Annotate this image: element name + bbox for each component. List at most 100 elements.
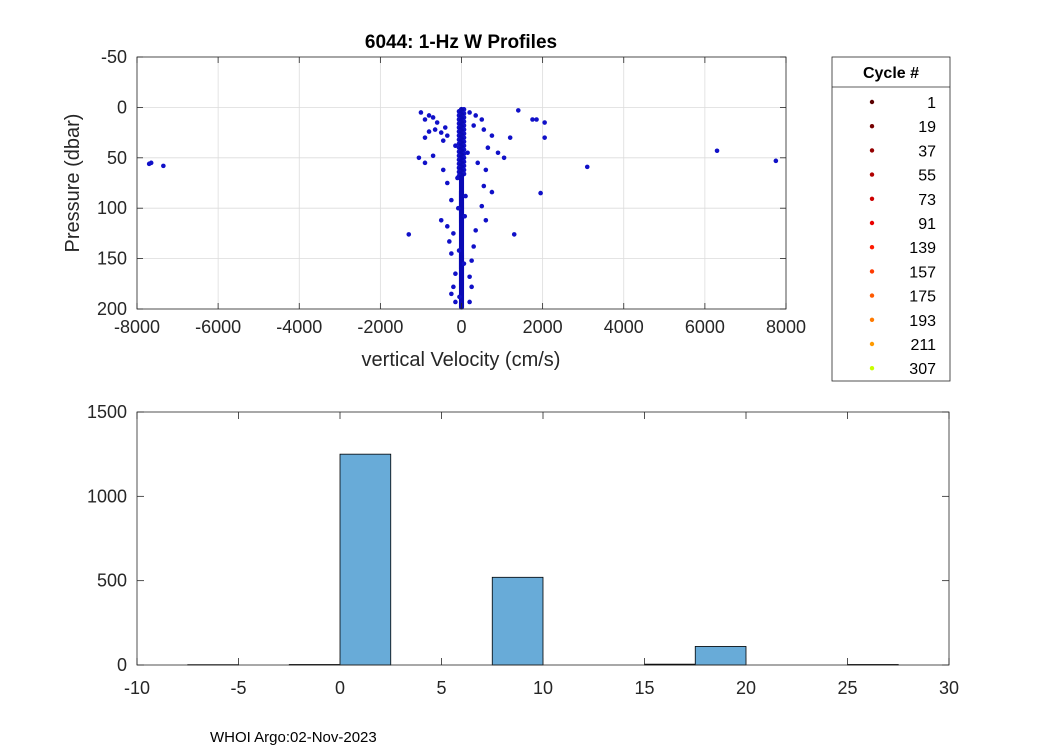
data-point <box>422 117 428 122</box>
legend-marker <box>869 220 875 226</box>
legend-marker <box>869 148 875 153</box>
data-point <box>455 205 461 211</box>
legend-item: 175 <box>869 289 936 306</box>
data-point <box>483 217 489 223</box>
chart-title: 6044: 1-Hz W Profiles <box>365 32 557 53</box>
x-tick-label: 10 <box>533 678 553 698</box>
data-point <box>485 145 491 151</box>
legend-marker <box>869 196 875 201</box>
data-point <box>471 244 476 249</box>
data-point <box>442 125 448 130</box>
legend-marker <box>869 293 875 298</box>
legend-item: 19 <box>869 119 936 136</box>
x-tick-label: -10 <box>124 678 150 698</box>
scatter-plot: -8000 -6000 -4000 -2000 0 2000 4000 6000 8000-50… <box>62 32 806 371</box>
data-point <box>416 155 422 161</box>
data-point <box>473 113 478 118</box>
data-point <box>440 138 446 143</box>
x-tick-label: -5 <box>230 678 246 698</box>
data-point <box>511 232 517 237</box>
histogram-bars <box>187 453 899 666</box>
x-axis-label: vertical Velocity (cm/s) <box>362 349 561 371</box>
y-tick-label: 500 <box>97 571 127 591</box>
x-tick-label: 2000 <box>523 317 563 337</box>
x-tick-label: -4000 <box>276 317 322 337</box>
x-tick-label: 8000 <box>766 317 806 337</box>
data-point <box>449 251 454 256</box>
data-point <box>471 123 476 128</box>
data-point <box>449 291 454 297</box>
legend-marker <box>869 341 875 347</box>
data-point <box>773 158 779 164</box>
y-tick-label: 150 <box>97 249 127 269</box>
data-point <box>501 155 507 161</box>
data-point <box>161 163 166 169</box>
legend-item: 37 <box>869 143 936 160</box>
x-tick-label: 4000 <box>604 317 644 337</box>
data-point <box>515 108 521 113</box>
histogram-plot: -10 -5 0 5 10 15 20 25 30 0 500 1000 1500 <box>87 402 959 698</box>
data-point <box>473 228 478 233</box>
legend-item: 139 <box>869 240 936 257</box>
data-point <box>538 190 543 196</box>
y-tick-label: 0 <box>117 97 127 117</box>
data-point <box>451 284 456 290</box>
x-tick-label: 6000 <box>685 317 725 337</box>
y-tick-label: 200 <box>97 299 127 319</box>
data-point <box>438 217 444 223</box>
x-tick-label: 30 <box>939 678 959 698</box>
data-point <box>430 153 436 159</box>
y-tick-label: 0 <box>117 655 127 675</box>
data-point <box>483 167 489 173</box>
data-point <box>467 274 472 280</box>
data-point <box>467 299 472 305</box>
legend-label: 211 <box>910 337 936 354</box>
data-point <box>456 248 462 253</box>
histogram-ticks: -10 -5 0 5 10 15 20 25 30 0 500 1000 1500 <box>87 402 959 698</box>
legend-marker <box>869 245 875 250</box>
x-tick-label: -6000 <box>195 317 241 337</box>
data-point <box>463 193 468 199</box>
data-point <box>453 143 458 149</box>
legend-label: 91 <box>918 216 936 233</box>
data-point <box>445 180 450 186</box>
data-point <box>422 135 428 140</box>
data-point <box>542 120 547 125</box>
data-point <box>481 127 487 132</box>
data-point <box>465 150 470 156</box>
x-tick-label: 0 <box>335 678 345 698</box>
data-point <box>440 167 446 173</box>
legend-item: 193 <box>869 313 936 330</box>
x-tick-label: -2000 <box>357 317 403 337</box>
data-point <box>438 130 444 135</box>
data-point <box>461 261 467 266</box>
y-tick-label: 100 <box>97 198 127 218</box>
histogram-bar <box>694 646 747 666</box>
data-point <box>451 231 456 236</box>
x-tick-label: -8000 <box>114 317 160 337</box>
legend-box <box>831 56 951 382</box>
data-point <box>714 148 720 154</box>
data-point <box>418 110 424 115</box>
data-point <box>462 213 468 219</box>
data-point <box>447 239 452 244</box>
data-point <box>467 110 472 115</box>
legend: Cycle # 1 19 37 55 73 91 139 157 175 193 211 307 <box>831 56 951 382</box>
x-tick-label: 5 <box>436 678 446 698</box>
data-point <box>445 133 450 138</box>
x-tick-label: 15 <box>634 678 654 698</box>
legend-label: 139 <box>909 240 936 257</box>
data-point <box>457 294 462 300</box>
data-point <box>146 161 152 167</box>
y-tick-label: -50 <box>101 47 127 67</box>
legend-item: 91 <box>869 216 936 233</box>
legend-item: 73 <box>869 192 936 209</box>
y-axis-label: Pressure (dbar) <box>62 114 84 253</box>
x-tick-label: 25 <box>837 678 857 698</box>
x-tick-label: 0 <box>456 317 466 337</box>
data-point <box>530 117 535 122</box>
legend-label: 19 <box>918 119 936 136</box>
legend-item: 307 <box>869 361 936 378</box>
data-point <box>507 135 513 140</box>
legend-item: 1 <box>869 95 936 112</box>
